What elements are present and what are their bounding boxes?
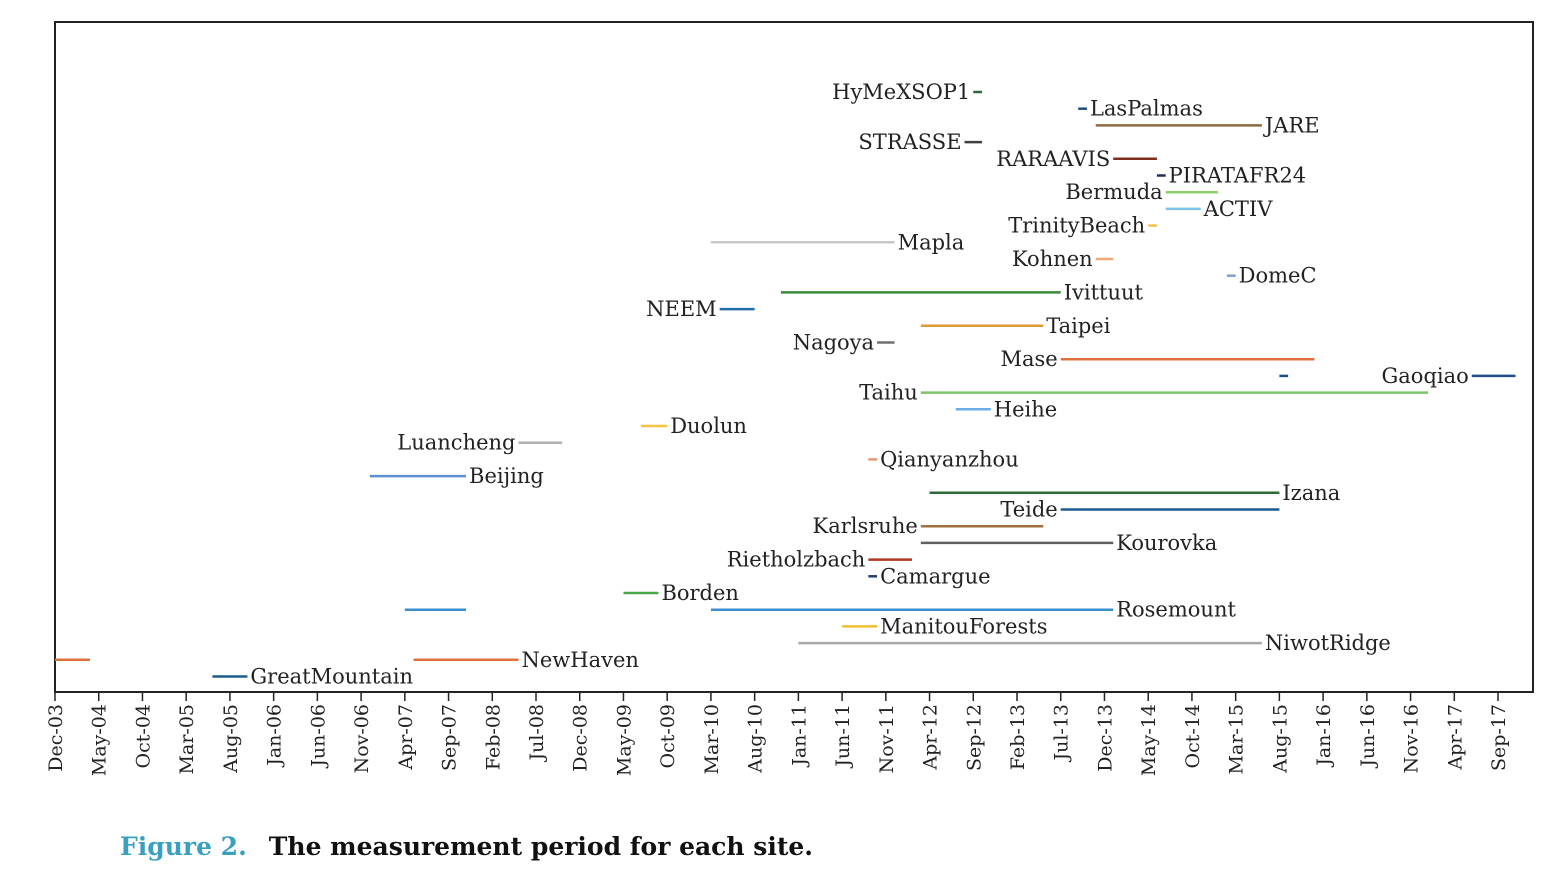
- caption-number: Figure 2.: [120, 832, 247, 861]
- site-label-kourovka: Kourovka: [1116, 531, 1217, 555]
- x-tick-label: Jul-08: [526, 704, 548, 763]
- x-tick-label: May-04: [89, 704, 111, 776]
- site-label-mapla: Mapla: [898, 230, 965, 254]
- site-label-camargue: Camargue: [880, 564, 990, 588]
- site-label-trinitybeach: TrinityBeach: [1008, 214, 1145, 238]
- site-label-izana: Izana: [1282, 481, 1340, 505]
- site-label-gaoqiao: Gaoqiao: [1382, 364, 1469, 388]
- plot-frame: [54, 21, 1534, 693]
- x-tick-label: Sep-17: [1488, 704, 1510, 771]
- site-label-duolun: Duolun: [670, 414, 747, 438]
- x-axis: Dec-03 May-04 Oct-04 Mar-05 Aug-05 Jan-06 Jun-…: [45, 692, 1510, 776]
- site-label-newhaven: NewHaven: [522, 648, 639, 672]
- x-tick-label: Jul-13: [1051, 704, 1073, 763]
- x-tick-label: Oct-14: [1182, 704, 1204, 768]
- site-label-heihe: Heihe: [994, 397, 1057, 421]
- site-label-greatmountain: GreatMountain: [250, 665, 413, 689]
- site-label-qianyanzhou: Qianyanzhou: [880, 447, 1019, 471]
- site-label-borden: Borden: [661, 581, 739, 605]
- x-tick-label: Mar-05: [176, 704, 198, 774]
- site-label-beijing: Beijing: [469, 464, 544, 488]
- site-label-luancheng: Luancheng: [397, 431, 515, 455]
- x-tick-label: May-14: [1138, 704, 1160, 776]
- x-tick-label: Feb-08: [482, 704, 504, 770]
- x-tick-label: Oct-04: [132, 704, 154, 768]
- x-tick-label: Apr-17: [1444, 704, 1466, 771]
- site-label-hymexsop1: HyMeXSOP1: [832, 80, 970, 104]
- site-label-ivittuut: Ivittuut: [1064, 280, 1144, 304]
- site-label-taihu: Taihu: [859, 381, 918, 405]
- site-label-rosemount: Rosemount: [1116, 598, 1236, 622]
- x-tick-label: Feb-13: [1007, 704, 1029, 770]
- site-label-neem: NEEM: [646, 297, 717, 321]
- site-label-rietholzbach: Rietholzbach: [727, 548, 866, 572]
- x-tick-label: Nov-16: [1401, 704, 1423, 773]
- x-tick-label: Sep-12: [963, 704, 985, 771]
- site-label-taipei: Taipei: [1046, 314, 1110, 338]
- site-label-karlsruhe: Karlsruhe: [813, 514, 918, 538]
- x-tick-label: Dec-08: [570, 704, 592, 772]
- caption-text: The measurement period for each site.: [268, 832, 814, 861]
- label-layer: HyMeXSOP1 LasPalmas JARE STRASSE RARAAVIS PIR…: [250, 80, 1468, 689]
- timeline-chart: HyMeXSOP1 LasPalmas JARE STRASSE RARAAVIS PIR…: [45, 21, 1534, 776]
- site-label-laspalmas: LasPalmas: [1090, 97, 1203, 121]
- x-tick-label: Jan-06: [264, 704, 286, 768]
- site-label-strasse: STRASSE: [858, 130, 961, 154]
- site-label-piratafr24: PIRATAFR24: [1169, 164, 1306, 188]
- x-tick-label: Mar-15: [1226, 704, 1248, 774]
- site-label-kohnen: Kohnen: [1012, 247, 1093, 271]
- site-label-raraavis: RARAAVIS: [996, 147, 1110, 171]
- x-tick-label: Nov-06: [351, 704, 373, 773]
- figure-caption: Figure 2. The measurement period for each…: [120, 832, 813, 861]
- bar-layer: [55, 90, 1516, 678]
- site-label-nagoya: Nagoya: [793, 331, 874, 355]
- x-tick-label: May-09: [613, 704, 635, 776]
- site-label-niwotridge: NiwotRidge: [1265, 631, 1391, 655]
- x-tick-label: Aug-05: [220, 704, 242, 774]
- x-tick-label: Aug-15: [1269, 704, 1291, 774]
- x-tick-label: Oct-09: [657, 704, 679, 768]
- site-label-jare: JARE: [1263, 113, 1320, 137]
- x-tick-label: Jan-16: [1313, 704, 1335, 768]
- site-label-domec: DomeC: [1239, 264, 1317, 288]
- x-tick-label: Dec-13: [1094, 704, 1116, 772]
- x-tick-label: Nov-11: [876, 704, 898, 773]
- x-tick-label: Dec-03: [45, 704, 67, 772]
- x-tick-label: Jan-11: [788, 704, 810, 768]
- x-tick-label: Sep-07: [439, 704, 461, 771]
- site-label-bermuda: Bermuda: [1065, 180, 1162, 204]
- x-tick-label: Apr-07: [395, 704, 417, 771]
- x-tick-label: Aug-10: [745, 704, 767, 774]
- x-tick-label: Jun-06: [307, 704, 329, 769]
- site-label-teide: Teide: [1000, 498, 1057, 522]
- site-label-manitouforests: ManitouForests: [880, 614, 1047, 638]
- x-tick-label: Jun-11: [832, 704, 854, 769]
- site-label-activ: ACTIV: [1203, 197, 1274, 221]
- site-label-mase: Mase: [1001, 347, 1058, 371]
- x-tick-label: Jun-16: [1357, 704, 1379, 769]
- x-tick-label: Mar-10: [701, 704, 723, 774]
- x-tick-label: Apr-12: [920, 704, 942, 771]
